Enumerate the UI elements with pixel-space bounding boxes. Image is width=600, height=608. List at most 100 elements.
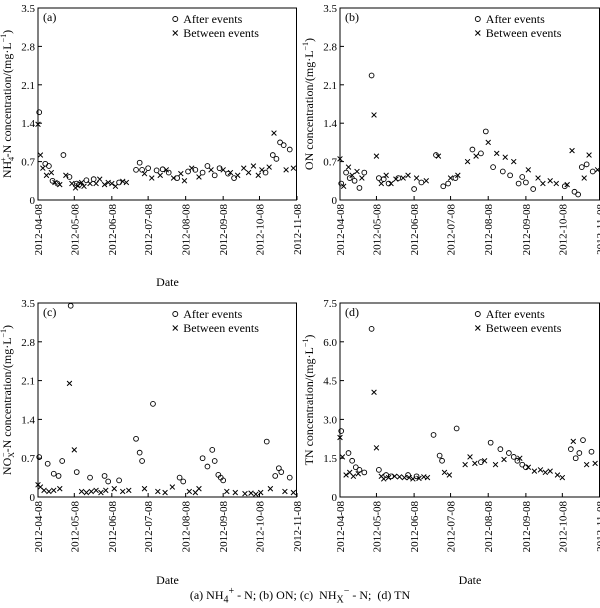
data-point-between-events xyxy=(52,179,58,186)
legend-marker-cross xyxy=(172,325,179,331)
data-point-between-events xyxy=(78,488,85,495)
data-point-between-events xyxy=(101,181,108,188)
data-point-after-events xyxy=(576,450,583,456)
data-point-between-events xyxy=(371,112,377,118)
data-point-between-events xyxy=(178,170,184,177)
data-point-between-events xyxy=(380,476,387,482)
y-tick-label: 2.8 xyxy=(21,41,35,53)
data-point-between-events xyxy=(186,488,193,495)
data-point-after-events xyxy=(490,164,496,170)
data-point-between-events xyxy=(343,472,349,478)
y-axis-label: NOX−-N concentration/(mg·L−1) xyxy=(0,325,16,475)
y-axis-label: NH4+-N concentration/(mg·L−1) xyxy=(0,30,16,178)
data-point-between-events xyxy=(542,469,549,476)
data-point-after-events xyxy=(530,186,537,192)
data-point-between-events xyxy=(257,489,264,496)
data-point-between-events xyxy=(126,487,132,494)
data-point-after-events xyxy=(580,437,586,443)
chart-panel-1: (a) 0 0.7 1.4 2.1 2.8 3.5 2012-04-08 2012-05-08 2… xyxy=(0,3,304,289)
data-point-between-events xyxy=(493,150,500,157)
legend-marker-cross xyxy=(474,30,481,36)
x-tick-label: 2012-08-08 xyxy=(483,204,495,256)
y-tick-label: 0.7 xyxy=(21,157,35,169)
data-point-after-events xyxy=(583,161,590,168)
y-tick-label: 1.4 xyxy=(323,118,337,130)
data-point-between-events xyxy=(339,454,346,460)
caption-c-sup: − xyxy=(343,586,350,597)
x-tick-label: 2012-07-08 xyxy=(446,501,458,553)
data-point-after-events xyxy=(209,447,216,453)
data-point-between-events xyxy=(250,163,257,169)
x-tick-label: 2012-05-08 xyxy=(69,204,81,256)
y-label-exponent: −1 xyxy=(301,42,310,51)
data-point-after-events xyxy=(338,180,345,187)
data-point-between-events xyxy=(583,461,590,468)
data-point-between-events xyxy=(290,165,297,171)
x-tick-label: 2012-04-08 xyxy=(335,204,347,256)
data-point-after-events xyxy=(571,188,578,195)
data-point-between-events xyxy=(63,172,69,179)
data-point-after-events xyxy=(515,180,522,187)
y-label-end: ) xyxy=(0,325,14,329)
data-point-after-events xyxy=(199,169,206,176)
data-point-after-events xyxy=(499,168,506,175)
data-point-between-events xyxy=(87,180,93,187)
data-point-after-events xyxy=(87,474,93,481)
data-point-after-events xyxy=(345,450,352,456)
panel-label: (b) xyxy=(345,10,359,24)
data-point-after-events xyxy=(50,470,57,477)
data-point-between-events xyxy=(464,158,471,165)
data-point-after-events xyxy=(452,175,459,181)
data-point-after-events xyxy=(46,163,52,169)
x-tick-label: 2012-08-08 xyxy=(181,204,193,256)
data-point-after-events xyxy=(413,473,420,480)
data-point-between-events xyxy=(57,181,63,188)
data-point-between-events xyxy=(163,167,170,173)
data-point-between-events xyxy=(423,178,430,184)
x-tick-label: 2012-09-08 xyxy=(521,204,533,256)
y-label-exponent: −1 xyxy=(0,34,8,43)
data-point-between-events xyxy=(220,167,226,173)
data-point-after-events xyxy=(589,168,596,175)
y-tick-label: 0 xyxy=(332,195,338,207)
data-point-after-events xyxy=(368,326,375,332)
x-tick-label: 2012-07-08 xyxy=(143,204,155,256)
data-point-after-events xyxy=(478,150,484,157)
data-point-between-events xyxy=(413,175,420,181)
data-point-after-events xyxy=(349,457,355,464)
data-point-between-events xyxy=(149,175,155,181)
data-point-between-events xyxy=(112,183,119,190)
data-point-between-events xyxy=(227,169,234,176)
data-point-between-events xyxy=(123,179,130,186)
data-point-between-events xyxy=(103,487,109,494)
data-point-after-events xyxy=(507,172,513,179)
legend-label: After events xyxy=(183,12,242,26)
y-label-exponent: −1 xyxy=(301,339,310,348)
data-point-between-events xyxy=(141,170,148,177)
data-point-after-events xyxy=(272,473,279,479)
data-point-between-events xyxy=(435,153,442,159)
x-tick-label: 2012-08-08 xyxy=(181,501,193,553)
data-point-after-events xyxy=(199,455,206,462)
data-point-between-events xyxy=(340,183,347,190)
data-point-after-events xyxy=(60,152,67,158)
caption-a-tail: - N; xyxy=(234,588,260,602)
data-point-after-events xyxy=(411,186,417,192)
x-tick-label: 2012-06-08 xyxy=(409,501,421,553)
x-tick-label: 2012-10-08 xyxy=(254,204,266,256)
data-point-between-events xyxy=(109,180,115,187)
y-label-exponent: −1 xyxy=(0,329,8,338)
data-point-between-events xyxy=(447,175,454,181)
data-point-after-events xyxy=(136,159,143,166)
data-point-after-events xyxy=(588,448,595,455)
caption-c-sub: X xyxy=(336,594,344,606)
data-point-after-events xyxy=(286,474,293,481)
data-point-after-events xyxy=(575,191,581,198)
y-axis-label: ON concentration/(mg·L−1) xyxy=(301,38,316,170)
panel-label: (c) xyxy=(43,305,56,319)
data-point-between-events xyxy=(196,485,202,492)
legend-marker-circle xyxy=(474,16,481,22)
data-point-between-events xyxy=(337,434,343,441)
data-point-between-events xyxy=(43,172,50,179)
